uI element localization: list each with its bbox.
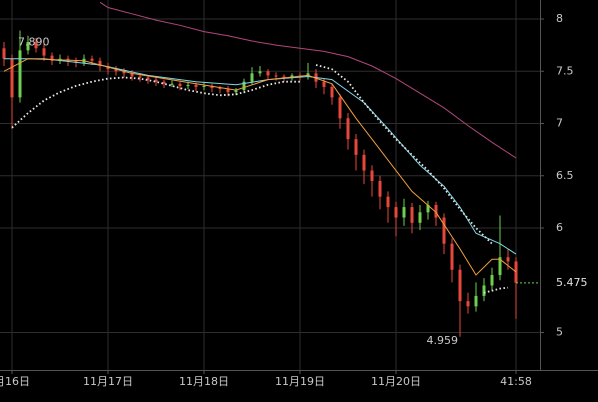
candle-body (210, 85, 214, 88)
candle-body (266, 71, 270, 76)
candle-body (354, 139, 358, 155)
candle-body (90, 58, 94, 61)
candle-body (394, 207, 398, 218)
candle-body (202, 85, 206, 87)
y-tick-label: 7 (556, 117, 563, 130)
x-tick-label: 月16日 (0, 375, 30, 388)
candle-body (194, 84, 198, 87)
candle-body (146, 77, 150, 80)
candle-body (458, 269, 462, 302)
candle-body (346, 118, 350, 140)
candle-body (474, 295, 478, 307)
candle-body (434, 205, 438, 218)
candle-body (2, 48, 6, 59)
candle-body (370, 170, 374, 181)
candle-body (506, 257, 510, 262)
candle-body (50, 55, 54, 61)
candle-body (402, 207, 406, 218)
y-tick-label: 6 (556, 221, 563, 234)
candle-body (34, 42, 38, 49)
candle-body (418, 212, 422, 223)
candle-body (250, 73, 254, 82)
candle-body (322, 81, 326, 87)
x-tick-label: 11月18日 (179, 375, 229, 388)
candle-body (482, 285, 486, 296)
candle-body (274, 75, 278, 77)
candle-body (386, 196, 390, 208)
candle-body (226, 89, 230, 93)
max-label: 7.890 (18, 36, 50, 49)
last-price-label: 5.475 (556, 276, 588, 289)
x-tick-label: 11月20日 (371, 375, 421, 388)
candle-body (450, 243, 454, 270)
x-tick-label: 11月17日 (83, 375, 133, 388)
candle-body (98, 60, 102, 67)
y-tick-label: 6.5 (556, 169, 574, 182)
candle-body (170, 83, 174, 85)
candle-body (42, 48, 46, 56)
candle-body (410, 207, 414, 223)
candle-body (282, 76, 286, 78)
candle-body (26, 42, 30, 51)
x-tick-label: 41:58 (500, 375, 532, 388)
candle-body (218, 87, 222, 90)
candle-body (498, 257, 502, 276)
moving-average (99, 1, 517, 159)
moving-average (4, 58, 517, 255)
candle-body (362, 154, 366, 171)
x-tick-label: 11月19日 (275, 375, 325, 388)
candle-body (330, 86, 334, 98)
candle-body (178, 83, 182, 86)
candle-body (154, 79, 158, 82)
candle-body (234, 90, 238, 93)
candle-body (466, 301, 470, 307)
candle-body (378, 180, 382, 197)
y-tick-label: 5 (556, 325, 563, 338)
candle-body (242, 81, 246, 91)
moving-average (3, 58, 517, 276)
last-price-box (541, 274, 598, 291)
dotted-indicator (11, 64, 509, 294)
candle-body (18, 50, 22, 98)
y-tick-label: 8 (556, 12, 563, 25)
candle-body (290, 75, 294, 78)
candle-body (122, 71, 126, 74)
candle-body (130, 73, 134, 77)
candle-body (114, 69, 118, 72)
min-label: 4.959 (427, 334, 459, 347)
candle-body (162, 81, 166, 84)
y-tick-label: 7.5 (556, 64, 574, 77)
candle-body (490, 275, 494, 286)
candle-body (442, 217, 446, 244)
candle-body (10, 58, 14, 98)
candle-body (426, 205, 430, 213)
candle-body (338, 97, 342, 119)
candle-body (186, 84, 190, 86)
candle-body (138, 76, 142, 78)
candle-body (514, 261, 518, 283)
candle-body (258, 71, 262, 74)
